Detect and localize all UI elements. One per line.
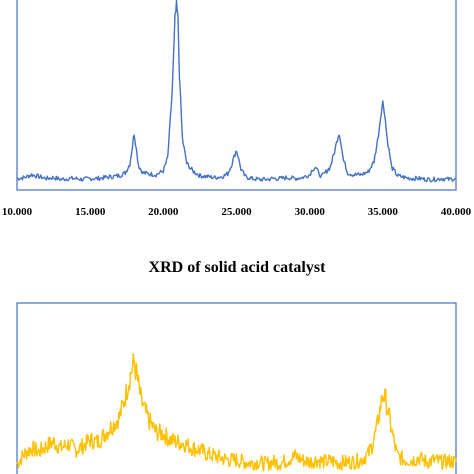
top-xrd-series-line — [16, 0, 457, 183]
x-tick-label: 20.000 — [148, 206, 179, 218]
x-tick-label: 10.000 — [2, 206, 33, 218]
chart-title: XRD of solid acid catalyst — [149, 259, 327, 276]
x-tick-label: 25.000 — [221, 206, 252, 218]
bottom-chart — [16, 302, 457, 474]
x-tick-label: 35.000 — [368, 206, 399, 218]
x-tick-label: 30.000 — [295, 206, 326, 218]
top-x-axis-tick-labels: 10.000 15.000 20.000 25.000 30.000 35.000 40.0… — [2, 206, 472, 218]
bottom-xrd-series-line — [16, 353, 457, 472]
top-chart: 10.000 15.000 20.000 25.000 30.000 35.000 40.0… — [2, 0, 472, 218]
top-plot-frame — [16, 0, 457, 191]
x-tick-label: 40.000 — [441, 206, 472, 218]
x-tick-label: 15.000 — [75, 206, 106, 218]
